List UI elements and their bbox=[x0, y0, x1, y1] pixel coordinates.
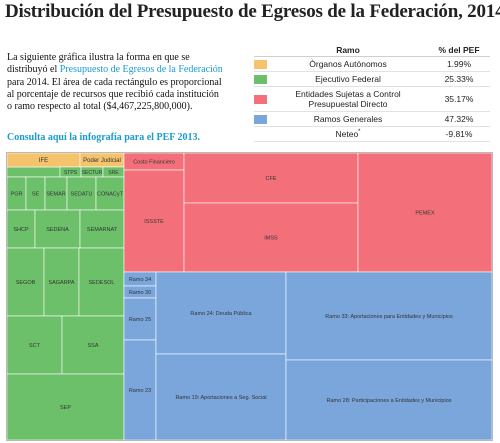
legend-swatch-ramos bbox=[254, 115, 267, 125]
treemap-label-sagarpa: SAGARPA bbox=[48, 280, 75, 286]
legend-label-neteo-text: Neteo bbox=[335, 129, 359, 139]
legend-label-organos: Órganos Autónomos bbox=[268, 56, 428, 72]
treemap-label-sectur: SECTUR bbox=[82, 170, 103, 176]
treemap-cell-pemex[interactable] bbox=[357, 152, 493, 273]
treemap-cell-ramo-24-deuda-p-blica[interactable] bbox=[155, 271, 287, 355]
treemap-border bbox=[6, 152, 493, 441]
treemap-label-poder-judicial: Poder Judicial bbox=[83, 158, 121, 164]
treemap-label-sedatu: SEDATU bbox=[71, 191, 93, 197]
legend-row-entidades: Entidades Sujetas a Control Presupuestal … bbox=[254, 86, 490, 112]
legend-label-ramos: Ramos Generales bbox=[268, 111, 428, 127]
treemap-chart: IFE Poder Judicial STPS SECTUR SRE PGR SE SEMAR… bbox=[6, 152, 493, 441]
treemap-cell-sagarpa[interactable] bbox=[43, 247, 80, 317]
treemap-cell-semarnat[interactable] bbox=[79, 209, 125, 249]
legend-header-pct: % del PEF bbox=[428, 43, 490, 57]
treemap-label-pemex: PEMEX bbox=[415, 210, 435, 216]
treemap-label-costo-financiero: Costo Financiero bbox=[133, 159, 175, 165]
treemap-label-ramo-34: Ramo 34 bbox=[129, 277, 151, 283]
legend-label-neteo-asterisk: * bbox=[358, 129, 361, 136]
treemap-label-semarnat: SEMARNAT bbox=[87, 227, 118, 233]
treemap-cell-cfe[interactable] bbox=[183, 152, 359, 204]
treemap-label-stps: STPS bbox=[64, 170, 78, 176]
treemap-label-sre: SRE bbox=[108, 170, 119, 176]
legend-table: Ramo % del PEF Órganos Autónomos 1.99% E… bbox=[254, 43, 490, 142]
legend-row-neteo: Neteo* -9.81% bbox=[254, 126, 490, 142]
treemap-label-issste: ISSSTE bbox=[144, 219, 164, 225]
legend-pct-entidades: 35.17% bbox=[428, 86, 490, 112]
treemap-label-pgr: PGR bbox=[11, 191, 23, 197]
treemap-cell-sedesol[interactable] bbox=[78, 247, 125, 317]
intro-paragraph: La siguiente gráfica ilustra la forma en… bbox=[7, 52, 225, 113]
legend-label-entidades-line2: Presupuestal Directo bbox=[308, 99, 388, 109]
treemap-label-segob: SEGOB bbox=[16, 280, 36, 286]
pef-link[interactable]: Presupuesto de Egresos de la Federación bbox=[59, 64, 223, 76]
treemap-label-ramo-28-participaciones-a-entidades-y-municipios: Ramo 28: Participaciones a Entidades y M… bbox=[326, 398, 451, 404]
treemap-label-ramo-23: Ramo 23 bbox=[129, 388, 151, 394]
treemap-label-se: SE bbox=[32, 191, 40, 197]
legend-swatch-entidades bbox=[254, 95, 267, 105]
treemap-label-conacyt: CONACyT bbox=[97, 191, 124, 197]
treemap-cell-ramo-25[interactable] bbox=[123, 297, 157, 341]
legend-swatch-ejecutivo bbox=[254, 75, 267, 85]
treemap-label-sedesol: SEDESOL bbox=[89, 280, 115, 286]
legend-pct-neteo: -9.81% bbox=[428, 126, 490, 142]
treemap-label-imss: IMSS bbox=[264, 235, 278, 241]
legend-pct-ramos: 47.32% bbox=[428, 111, 490, 127]
treemap-label-cfe: CFE bbox=[266, 176, 277, 182]
treemap-label-shcp: SHCP bbox=[13, 227, 29, 233]
treemap-label-sedena: SEDENA bbox=[46, 227, 69, 233]
treemap-cell-ramo-33-aportaciones-para-entidades-y-municipios[interactable] bbox=[285, 271, 493, 361]
treemap-label-ramo-30: Ramo 30 bbox=[129, 290, 151, 296]
treemap-label-sct: SCT bbox=[29, 343, 41, 349]
legend-row-organos: Órganos Autónomos 1.99% bbox=[254, 56, 490, 72]
treemap-cell-sct[interactable] bbox=[6, 315, 63, 375]
legend-swatch-organos bbox=[254, 60, 267, 70]
legend-pct-ejecutivo: 25.33% bbox=[428, 71, 490, 87]
treemap-cell-ejecutivo-small bbox=[6, 166, 61, 178]
legend-header-ramo: Ramo bbox=[268, 43, 428, 57]
page-title: Distribución del Presupuesto de Egresos … bbox=[5, 1, 500, 22]
treemap-label-ramo-24-deuda-p-blica: Ramo 24: Deuda Pública bbox=[190, 311, 252, 317]
legend-row-ramos: Ramos Generales 47.32% bbox=[254, 111, 490, 127]
treemap-label-ramo-33-aportaciones-para-entidades-y-municipios: Ramo 33: Aportaciones para Entidades y M… bbox=[325, 314, 453, 320]
legend-label-entidades-line1: Entidades Sujetas a Control bbox=[295, 89, 401, 99]
legend-row-ejecutivo: Ejecutivo Federal 25.33% bbox=[254, 71, 490, 87]
intro-text-before: La siguiente gráfica ilustra la forma en… bbox=[7, 52, 190, 76]
treemap-cell-conacyt[interactable] bbox=[95, 176, 125, 211]
legend-label-ejecutivo: Ejecutivo Federal bbox=[268, 71, 428, 87]
intro-text-after: para 2014. El área de cada rectángulo es… bbox=[7, 76, 222, 113]
treemap-label-ramo-25: Ramo 25 bbox=[129, 317, 151, 323]
treemap-cell-ssa[interactable] bbox=[61, 315, 125, 375]
treemap-label-sep: SEP bbox=[60, 405, 71, 411]
treemap-label-ramo-19-aportaciones-a-seg-social: Ramo 19: Aportaciones a Seg. Social bbox=[175, 395, 266, 401]
treemap-label-semar: SEMAR bbox=[46, 191, 66, 197]
treemap-label-ife: IFE bbox=[39, 158, 48, 164]
treemap-cell-ramo-28-participaciones-a-entidades-y-municipios[interactable] bbox=[285, 359, 493, 441]
legend-label-neteo: Neteo* bbox=[268, 126, 428, 142]
treemap-label-ssa: SSA bbox=[87, 343, 98, 349]
treemap-cell-issste[interactable] bbox=[123, 169, 185, 273]
infografia-2013-link[interactable]: Consulta aquí la infografía para el PEF … bbox=[7, 132, 200, 143]
treemap-cell-sep[interactable] bbox=[6, 373, 125, 441]
legend-header: Ramo % del PEF bbox=[254, 43, 490, 57]
legend-pct-organos: 1.99% bbox=[428, 56, 490, 72]
treemap-cell-ramo-19-aportaciones-a-seg-social[interactable] bbox=[155, 353, 287, 441]
legend-label-entidades: Entidades Sujetas a Control Presupuestal … bbox=[268, 86, 428, 112]
